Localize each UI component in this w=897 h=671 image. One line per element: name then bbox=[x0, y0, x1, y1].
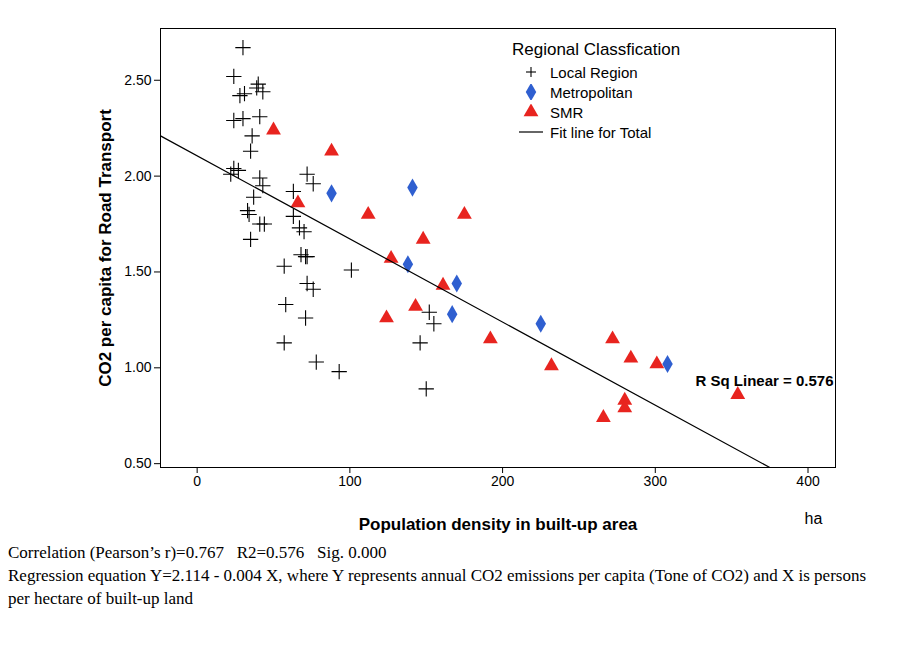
svg-text:200: 200 bbox=[491, 473, 515, 489]
svg-text:0.50: 0.50 bbox=[124, 455, 151, 471]
html-text:Local Region: Local Region bbox=[550, 63, 638, 81]
svg-text:2.00: 2.00 bbox=[124, 168, 151, 184]
svg-text:400: 400 bbox=[796, 473, 820, 489]
html-text:Metropolitan: Metropolitan bbox=[550, 83, 633, 101]
svg-text:Population density in built-up: Population density in built-up area bbox=[359, 515, 638, 534]
svg-text:1.50: 1.50 bbox=[124, 263, 151, 279]
svg-text:1.00: 1.00 bbox=[124, 359, 151, 375]
svg-text:CO2 per capita for Road Transp: CO2 per capita for Road Transport bbox=[96, 109, 115, 387]
svg-text:100: 100 bbox=[338, 473, 362, 489]
svg-text:2.50: 2.50 bbox=[124, 72, 151, 88]
html-text:Correlation (Pearson’s r)=0.76: Correlation (Pearson’s r)=0.767 R2=0.576… bbox=[8, 543, 387, 562]
html-text:Regression equation Y=2.114 -: Regression equation Y=2.114 - 0.004 X, w… bbox=[8, 565, 871, 608]
html-text:Regional Classfication: Regional Classfication bbox=[512, 40, 681, 59]
svg-text:0: 0 bbox=[193, 473, 201, 489]
html-text:SMR: SMR bbox=[550, 103, 584, 121]
svg-text:300: 300 bbox=[644, 473, 668, 489]
html-text:Fit line for Total: Fit line for Total bbox=[550, 123, 652, 141]
svg-text:R Sq Linear = 0.576: R Sq Linear = 0.576 bbox=[696, 372, 834, 389]
svg-text:ha: ha bbox=[805, 510, 823, 527]
